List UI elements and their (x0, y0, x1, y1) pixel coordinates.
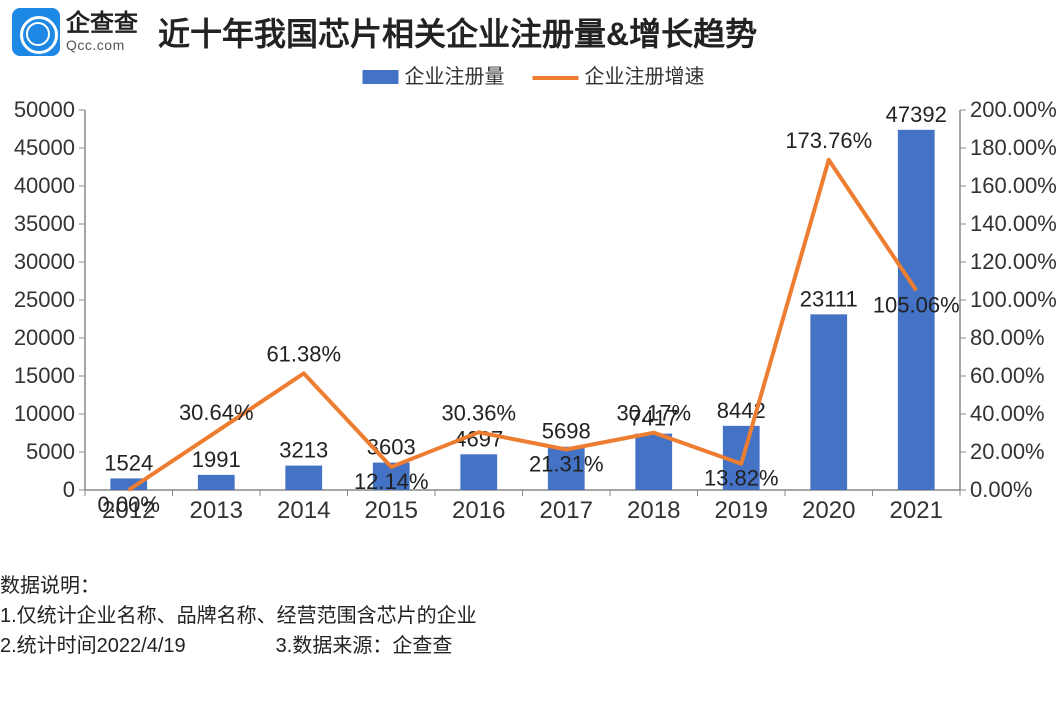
bar-value-label: 23111 (800, 286, 858, 311)
bar (198, 475, 235, 490)
line-value-label: 105.06% (873, 292, 960, 317)
legend-bar-swatch (363, 70, 399, 84)
x-tick-label: 2016 (452, 497, 505, 524)
y2-tick-label: 100.00% (970, 287, 1056, 312)
logo-icon (12, 8, 60, 56)
y2-tick-label: 60.00% (970, 363, 1045, 388)
footer-line2b: 3.数据来源：企查查 (276, 631, 453, 661)
y2-tick-label: 80.00% (970, 325, 1045, 350)
y1-tick-label: 50000 (14, 97, 75, 122)
line-value-label: 12.14% (354, 469, 429, 494)
x-tick-label: 2015 (365, 497, 418, 524)
x-tick-label: 2019 (715, 497, 768, 524)
bar-value-label: 47392 (886, 102, 947, 127)
growth-line (129, 160, 917, 490)
line-value-label: 21.31% (529, 452, 604, 477)
logo-cn: 企查查 (66, 11, 138, 37)
x-tick-label: 2020 (802, 497, 855, 524)
y1-tick-label: 35000 (14, 211, 75, 236)
y1-tick-label: 25000 (14, 287, 75, 312)
bar-value-label: 3213 (279, 438, 328, 463)
bar (460, 454, 497, 490)
x-tick-label: 2021 (890, 497, 943, 524)
x-tick-label: 2013 (190, 497, 243, 524)
line-value-label: 13.82% (704, 466, 779, 491)
y2-tick-label: 0.00% (970, 477, 1032, 502)
footer-heading: 数据说明： (0, 571, 1056, 601)
legend-line-label: 企业注册增速 (585, 65, 705, 88)
x-tick-label: 2014 (277, 497, 330, 524)
chart-svg: 企业注册量 企业注册增速 0 5000 10000 15000 20000 25000 3000… (0, 60, 1056, 560)
y2-tick-label: 200.00% (970, 97, 1056, 122)
bar (635, 434, 672, 490)
chart-area: 企业注册量 企业注册增速 0 5000 10000 15000 20000 25000 3000… (0, 60, 1056, 565)
line-value-label: 173.76% (785, 128, 872, 153)
y1-tick-label: 0 (63, 477, 75, 502)
y1-tick-label: 15000 (14, 363, 75, 388)
y1-tick-label: 5000 (26, 439, 75, 464)
y1-tick-label: 45000 (14, 135, 75, 160)
x-tick-label: 2017 (540, 497, 593, 524)
bar-value-label: 1991 (192, 447, 241, 472)
line-value-label: 61.38% (266, 341, 341, 366)
footer-line2a: 2.统计时间2022/4/19 (0, 631, 186, 661)
line-value-label: 30.36% (441, 400, 516, 425)
line-value-label: 0.00% (98, 492, 160, 517)
bar-value-label: 1524 (104, 450, 153, 475)
logo-en: Qcc.com (66, 38, 138, 53)
bar (810, 314, 847, 490)
chart-title: 近十年我国芯片相关企业注册量&增长趋势 (158, 9, 1044, 55)
logo-text: 企查查 Qcc.com (66, 11, 138, 53)
bar (285, 466, 322, 490)
y2-tick-label: 140.00% (970, 211, 1056, 236)
legend-bar-label: 企业注册量 (405, 65, 505, 88)
bar-value-label: 5698 (542, 419, 591, 444)
footer-line1: 1.仅统计企业名称、品牌名称、经营范围含芯片的企业 (0, 601, 1056, 631)
header: 企查查 Qcc.com 近十年我国芯片相关企业注册量&增长趋势 (0, 0, 1056, 56)
x-tick-label: 2018 (627, 497, 680, 524)
y2-tick-label: 120.00% (970, 249, 1056, 274)
y2-tick-label: 180.00% (970, 135, 1056, 160)
logo: 企查查 Qcc.com (12, 8, 138, 56)
line-value-label: 30.17% (616, 401, 691, 426)
y1-tick-label: 10000 (14, 401, 75, 426)
y2-tick-label: 20.00% (970, 439, 1045, 464)
y1-tick-label: 30000 (14, 249, 75, 274)
line-value-label: 30.64% (179, 400, 254, 425)
y1-tick-label: 40000 (14, 173, 75, 198)
y2-tick-label: 40.00% (970, 401, 1045, 426)
y1-tick-label: 20000 (14, 325, 75, 350)
y2-tick-label: 160.00% (970, 173, 1056, 198)
footer: 数据说明： 1.仅统计企业名称、品牌名称、经营范围含芯片的企业 2.统计时间20… (0, 565, 1056, 661)
